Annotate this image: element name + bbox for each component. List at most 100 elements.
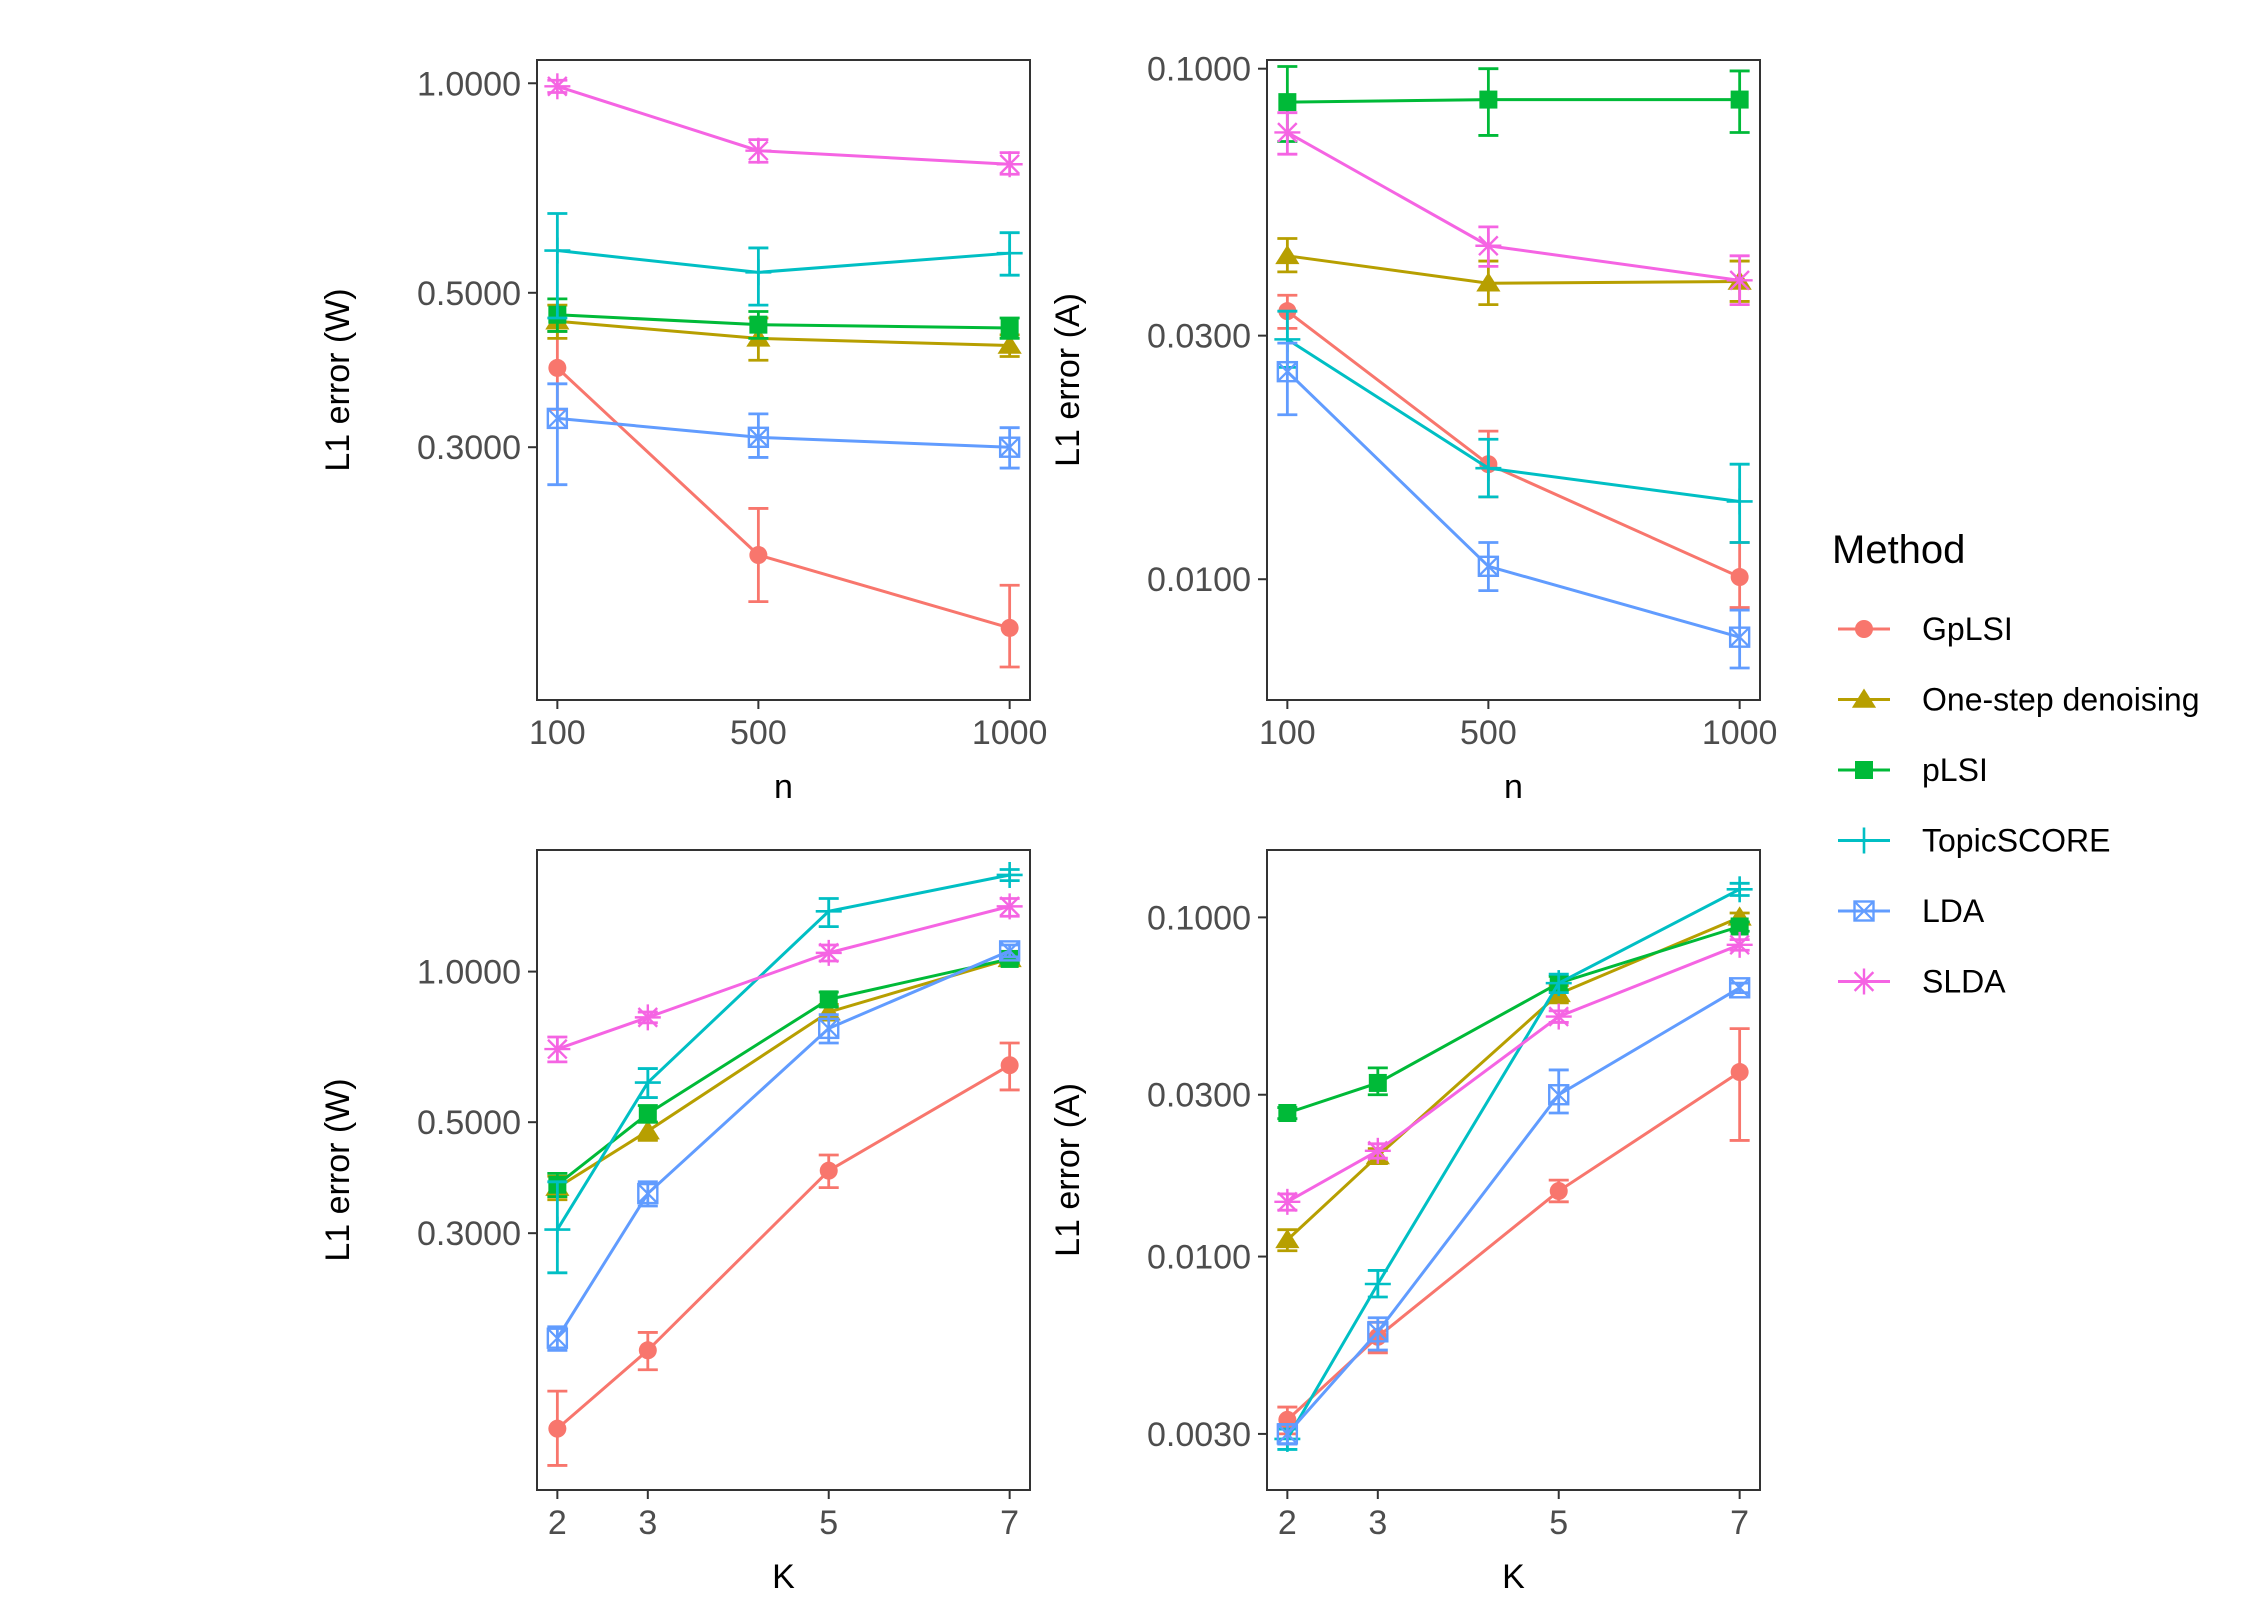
error-bar — [748, 412, 769, 459]
series-layer — [1274, 65, 1753, 670]
data-point — [1730, 1063, 1749, 1082]
x-tick-label: 100 — [529, 714, 586, 752]
data-point — [544, 73, 571, 100]
data-point — [634, 1069, 661, 1096]
series-gplsi — [547, 330, 1020, 669]
series-line-topicscore — [556, 873, 1010, 1231]
data-point — [815, 939, 842, 966]
series-line-slda — [556, 904, 1011, 1051]
data-point — [815, 898, 842, 925]
data-point — [996, 861, 1023, 888]
legend-entry-one-step-denoising: One-step denoising — [1838, 682, 2200, 718]
data-point — [546, 407, 569, 430]
data-point — [1477, 555, 1500, 578]
data-point — [996, 240, 1023, 267]
data-point — [819, 990, 838, 1009]
x-axis-title: n — [774, 768, 793, 806]
data-point — [1726, 931, 1753, 958]
data-point — [818, 1017, 840, 1040]
data-point — [1726, 267, 1753, 294]
data-point — [1726, 488, 1753, 515]
panel-border — [536, 59, 1031, 701]
data-point — [1000, 618, 1019, 637]
error-bar — [1277, 341, 1298, 417]
x-tick-label: 500 — [1460, 714, 1517, 752]
panel-border — [536, 849, 1031, 1491]
x-tick-label: 100 — [1259, 714, 1316, 752]
data-point — [996, 151, 1023, 178]
data-point — [1000, 1056, 1019, 1075]
data-point — [1276, 1423, 1299, 1445]
series-line-one-step-denoising — [556, 957, 1011, 1189]
data-point — [634, 1004, 661, 1031]
legend-label: TopicSCORE — [1922, 823, 2111, 859]
panel-bottom-left: 1.0000 0.5000 0.3000 2 3 5 7 K L1 error (W) — [319, 849, 1031, 1596]
series-plsi — [1277, 917, 1750, 1123]
legend-key-marker — [1851, 827, 1877, 854]
x-axis-title: n — [1504, 768, 1523, 806]
x-tick-label: 7 — [1000, 1504, 1019, 1542]
legend-entry-topicscore: TopicSCORE — [1838, 823, 2111, 859]
legend-entry-slda: SLDA — [1838, 964, 2006, 1000]
legend-key-marker — [1851, 968, 1877, 995]
series-topicscore — [1274, 309, 1753, 544]
error-bar — [1729, 1027, 1750, 1142]
y-tick-label: 1.0000 — [417, 954, 521, 992]
series-lda — [546, 382, 1021, 487]
series-plsi — [547, 949, 1020, 1199]
series-line-lda — [1286, 986, 1741, 1435]
data-point — [1367, 1321, 1389, 1343]
y-tick-label: 0.0030 — [1147, 1416, 1251, 1454]
x-tick-label: 5 — [819, 1504, 838, 1542]
x-tick-label: 2 — [1278, 1504, 1297, 1542]
legend-label: One-step denoising — [1922, 682, 2200, 718]
data-point — [1476, 272, 1501, 292]
data-point — [546, 1327, 569, 1349]
y-tick-label: 0.5000 — [417, 1104, 521, 1142]
legend-entry-gplsi: GpLSI — [1838, 611, 2013, 647]
data-point — [544, 237, 571, 264]
data-point — [548, 358, 567, 377]
y-axis-title: L1 error (W) — [319, 288, 357, 471]
legend-title: Method — [1832, 528, 1965, 572]
data-point — [638, 1104, 657, 1123]
data-point — [996, 893, 1023, 920]
y-tick-label: 0.0100 — [1147, 1239, 1251, 1277]
x-axis-title: K — [772, 1558, 795, 1596]
series-line-plsi — [556, 957, 1010, 1186]
error-bar — [1729, 608, 1750, 670]
series-slda — [1274, 931, 1753, 1215]
data-point — [1274, 119, 1301, 146]
error-bar — [547, 212, 568, 320]
series-layer — [544, 861, 1023, 1467]
y-tick-label: 0.0300 — [1147, 1077, 1251, 1115]
series-slda — [1274, 111, 1753, 307]
series-lda — [1276, 977, 1751, 1446]
y-tick-label: 0.1000 — [1147, 51, 1251, 89]
legend-label: SLDA — [1922, 964, 2006, 1000]
x-tick-label: 1000 — [1702, 714, 1778, 752]
data-point — [1475, 232, 1502, 259]
x-axis-title: K — [1502, 1558, 1525, 1596]
data-point — [638, 1341, 657, 1360]
series-line-gplsi — [1286, 1070, 1741, 1421]
y-tick-label: 0.1000 — [1147, 899, 1251, 937]
x-tick-label: 5 — [1549, 1504, 1568, 1542]
series-layer — [1274, 876, 1753, 1452]
data-point — [997, 334, 1022, 354]
data-point — [819, 1161, 838, 1180]
series-plsi — [547, 297, 1020, 340]
y-axis-title: L1 error (W) — [319, 1078, 357, 1261]
legend-key-marker — [1853, 900, 1875, 922]
data-point — [1000, 319, 1019, 338]
data-point — [1730, 917, 1749, 936]
error-bar — [547, 382, 568, 487]
x-tick-label: 1000 — [972, 714, 1048, 752]
data-point — [635, 1120, 660, 1140]
data-point — [745, 259, 772, 286]
series-line-plsi — [1286, 925, 1741, 1115]
panel-top-right: 0.1000 0.0300 0.0100 100 500 1000 n L1 error (A… — [1049, 51, 1777, 806]
series-topicscore — [544, 212, 1023, 320]
panel-top-left: 1.0000 0.5000 0.3000 100 500 1000 n L1 error (W… — [319, 59, 1048, 806]
